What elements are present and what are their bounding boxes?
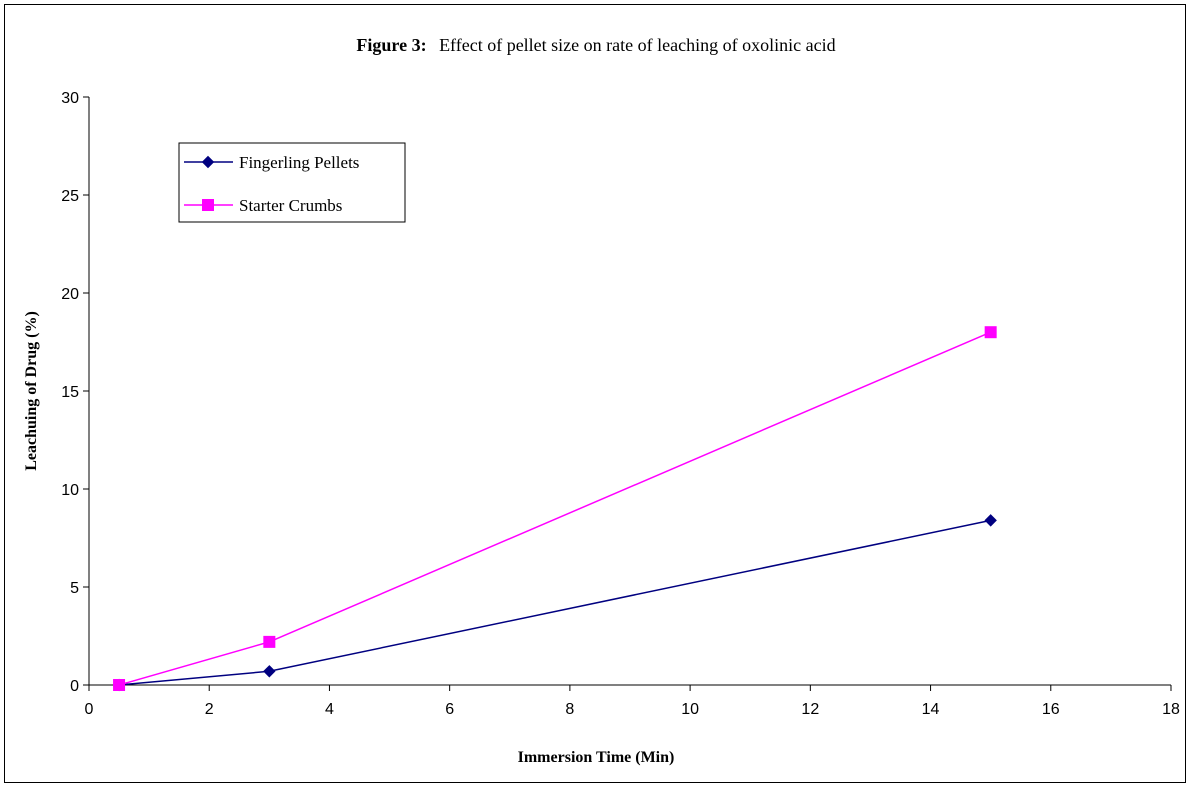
series-0 <box>112 514 997 692</box>
y-tick-label: 5 <box>70 580 79 597</box>
x-tick-label: 18 <box>1162 701 1180 718</box>
legend-label: Fingerling Pellets <box>239 153 359 172</box>
legend-box <box>178 142 406 223</box>
legend-marker <box>202 199 214 211</box>
y-tick-label: 0 <box>70 678 79 695</box>
series-line <box>118 519 991 686</box>
x-tick-label: 12 <box>801 701 819 718</box>
x-axis: 0 2 4 6 8 10 12 14 16 18 <box>85 684 1180 718</box>
chart-frame <box>4 4 1186 783</box>
chart-title-text: Effect of pellet size on rate of leachin… <box>439 35 836 55</box>
chart-title: Figure 3: Effect of pellet size on rate … <box>356 35 835 55</box>
data-point <box>263 635 276 648</box>
legend-marker <box>201 155 215 169</box>
plot-series <box>112 326 997 692</box>
x-tick-label: 10 <box>681 701 699 718</box>
y-axis: 0 5 10 15 20 25 30 <box>61 90 90 695</box>
x-tick-label: 8 <box>565 701 574 718</box>
data-point <box>113 679 126 691</box>
data-point <box>984 514 997 527</box>
y-tick-label: 30 <box>61 90 79 107</box>
y-tick-label: 10 <box>61 482 79 499</box>
data-point <box>984 326 997 339</box>
x-tick-label: 14 <box>922 701 940 718</box>
y-tick-label: 20 <box>61 286 79 303</box>
x-tick-label: 4 <box>325 701 334 718</box>
series-1 <box>113 326 997 691</box>
legend-item: Starter Crumbs <box>184 196 342 215</box>
series-line <box>118 331 991 686</box>
x-tick-label: 0 <box>85 701 94 718</box>
data-point <box>263 665 276 678</box>
x-tick-label: 6 <box>445 701 454 718</box>
legend-label: Starter Crumbs <box>239 196 342 215</box>
y-tick-label: 25 <box>61 188 79 205</box>
x-tick-label: 2 <box>205 701 214 718</box>
legend: Fingerling Pellets Starter Crumbs <box>178 142 406 223</box>
y-axis-label: Leachuing of Drug (%) <box>23 311 40 471</box>
x-tick-label: 16 <box>1042 701 1060 718</box>
chart-title-prefix: Figure 3: <box>356 35 426 55</box>
y-tick-label: 15 <box>61 384 79 401</box>
x-axis-label: Immersion Time (Min) <box>518 749 675 766</box>
legend-item: Fingerling Pellets <box>184 153 359 172</box>
